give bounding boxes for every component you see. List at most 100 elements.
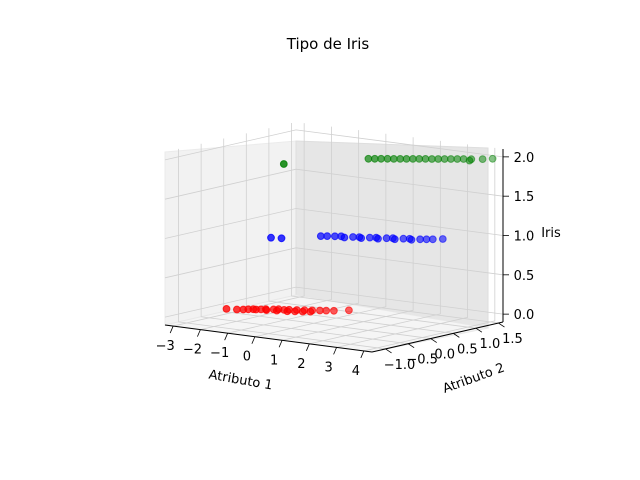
x-axis-line (164, 324, 373, 353)
y-gridline (291, 123, 499, 324)
x-gridline (282, 137, 414, 341)
x-tick-label: −3 (156, 339, 175, 354)
scatter-point (383, 154, 392, 163)
scatter-point (364, 154, 373, 163)
scatter-point (390, 235, 399, 244)
scatter-point (396, 155, 405, 163)
y-tick-mark (385, 348, 392, 354)
y-tick-label: 1.0 (480, 337, 501, 352)
scatter-point (488, 154, 497, 163)
x-tick-mark (305, 343, 310, 351)
z-gridline (164, 286, 504, 318)
chart-title: Tipo de Iris (286, 35, 370, 53)
axis-lines (164, 149, 509, 359)
scatter-point (478, 155, 487, 164)
scatter-point (447, 155, 455, 163)
x-tick-label: 4 (352, 364, 360, 379)
scatter-point (277, 234, 286, 243)
x-tick-mark (169, 325, 174, 334)
scatter-point (330, 306, 338, 315)
scatter-point (440, 155, 449, 163)
scatter-point (365, 233, 374, 242)
x-tick-mark (333, 347, 337, 355)
x-gridline (227, 130, 360, 334)
scatter-point (267, 233, 275, 242)
x-tick-label: 3 (324, 360, 332, 375)
x-tick-label: −2 (183, 343, 202, 358)
scatter-point (402, 155, 411, 163)
y-gridline (178, 148, 386, 350)
scatter-point (262, 306, 271, 315)
scatter-point (415, 155, 424, 163)
scatter-point (434, 155, 443, 163)
left-pane (164, 140, 297, 326)
scatter-point (377, 154, 386, 163)
scatter-point (331, 232, 339, 241)
y-tick-label: −1.0 (384, 358, 416, 373)
z-gridline (164, 247, 504, 279)
x-tick-mark (360, 350, 365, 359)
scatter-point (279, 160, 288, 168)
scatter-point (349, 233, 357, 241)
z-tick-label: 2.0 (514, 151, 535, 166)
scatter-point (340, 233, 349, 242)
scatter-point (222, 305, 231, 313)
z-gridline (164, 208, 504, 239)
x-gridline (254, 133, 387, 338)
y-tick-label: −0.5 (406, 353, 438, 368)
y-gridline (268, 128, 476, 329)
z-tick-label: 0.0 (514, 308, 535, 323)
scatter-point (421, 155, 430, 163)
y-tick-mark (407, 343, 415, 349)
z-tick-label: 1.0 (514, 230, 535, 245)
scatter-point (233, 305, 241, 314)
x-tick-label: 2 (297, 357, 305, 372)
scatter-point (382, 234, 391, 243)
scatter-point (316, 232, 325, 241)
scatter-point (316, 306, 324, 315)
tick-labels: −3 −2 −1 0 1 2 3 4 −1.0−0.50.0 0.5 1.0 1.50.00.51.0… (156, 151, 535, 379)
scatter-point (453, 155, 462, 163)
y-tick-mark (430, 338, 437, 343)
grid-lines (164, 123, 504, 352)
x-tick-label: 0 (243, 350, 251, 365)
z-gridline (164, 168, 504, 200)
scatter-point (322, 306, 331, 315)
x-gridline (309, 140, 441, 345)
scatter-point (298, 307, 307, 316)
z-tick-label: 1.5 (514, 190, 535, 205)
y-axis-line (371, 321, 504, 353)
scatter-point (323, 232, 332, 241)
x-gridline (336, 144, 468, 348)
scatter-point (407, 235, 416, 244)
scatter-point (291, 307, 299, 316)
y-tick-mark (475, 327, 483, 333)
scatter-point (374, 234, 382, 243)
y-gridline (200, 143, 409, 345)
x-tick-mark (224, 333, 229, 341)
scatter-point (389, 155, 398, 163)
scatter-point (428, 155, 436, 163)
scatter-point (306, 307, 315, 316)
scatter-point (465, 156, 474, 165)
scatter-point (422, 235, 431, 244)
scatter-points (222, 154, 497, 316)
x-tick-mark (197, 329, 201, 337)
y-tick-mark (453, 333, 460, 338)
scatter-point (399, 234, 408, 243)
scatter-point (283, 307, 292, 316)
x-tick-label: −1 (210, 346, 229, 361)
scatter-point (428, 235, 437, 244)
y-tick-mark (498, 322, 505, 328)
scatter-point (438, 235, 447, 243)
x-gridline (173, 123, 305, 327)
z-tick-label: 0.5 (514, 269, 535, 284)
scatter-point (357, 234, 366, 243)
y-tick-label: 1.5 (502, 332, 523, 347)
x-tick-mark (251, 336, 256, 344)
scatter-point (409, 155, 417, 163)
x-tick-label: 1 (270, 353, 278, 368)
x-tick-mark (278, 340, 283, 348)
scatter-point (370, 154, 379, 163)
